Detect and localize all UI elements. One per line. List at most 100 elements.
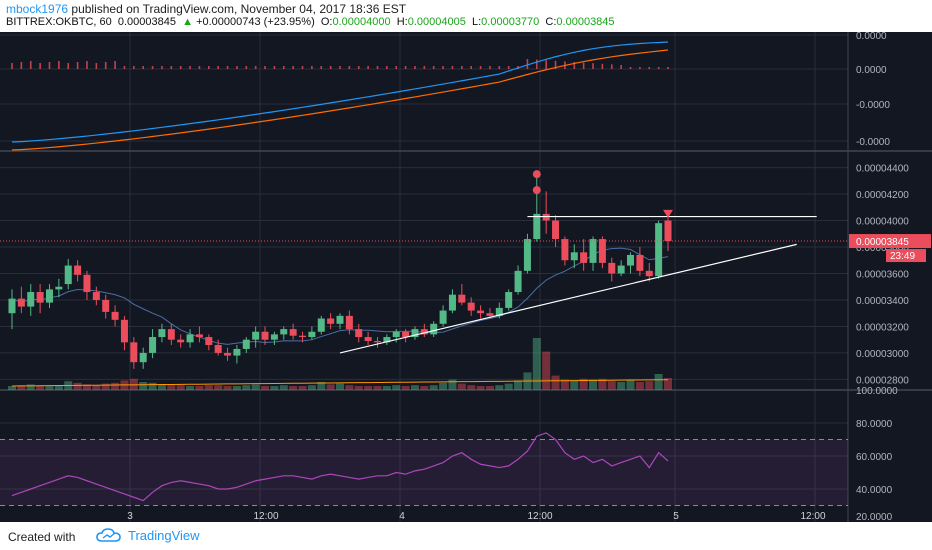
- candle-body: [448, 294, 456, 311]
- price-axis-label: 0.00004000: [856, 217, 909, 228]
- histogram-bar: [451, 66, 454, 69]
- candle-body: [280, 329, 288, 335]
- rsi-line: [11, 432, 669, 502]
- histogram-bar: [161, 66, 163, 69]
- volume-bar: [542, 351, 551, 390]
- histogram-bar: [554, 60, 557, 69]
- candle-body: [64, 265, 72, 285]
- sell-arrow-marker: [663, 209, 673, 218]
- candle-body: [355, 329, 363, 338]
- candle-body: [467, 302, 475, 311]
- histogram-bar: [489, 66, 491, 69]
- candle-body: [477, 310, 485, 314]
- signal-dot: [532, 170, 541, 179]
- candle-body: [645, 270, 653, 277]
- histogram-bar: [423, 66, 426, 69]
- histogram-bar: [526, 59, 529, 69]
- histogram-bar: [573, 62, 576, 69]
- histogram-bar: [536, 59, 538, 69]
- histogram-bar: [657, 67, 660, 69]
- candle-body: [8, 298, 16, 314]
- volume-bar: [26, 384, 35, 390]
- time-axis-label: 5: [673, 511, 679, 522]
- close-label: C:: [545, 16, 557, 28]
- candle-body: [289, 329, 297, 336]
- trading-chart[interactable]: 0.0000 0.0000 -0.0000 -0.0000 0.00004400 0.00…: [0, 32, 932, 522]
- volume-bar: [373, 386, 382, 390]
- volume-bar: [551, 375, 560, 390]
- candle-body: [233, 348, 241, 356]
- candle-body: [552, 220, 560, 240]
- rsi-axis-label: 20.0000: [856, 512, 893, 522]
- signal-line: [11, 49, 669, 151]
- volume-bar: [382, 386, 391, 390]
- candle-body: [392, 331, 400, 338]
- histogram-bar: [329, 66, 332, 69]
- candle-body: [598, 239, 606, 263]
- volume-bar: [485, 386, 494, 390]
- price-pane[interactable]: [0, 170, 848, 390]
- candle-body: [589, 239, 597, 263]
- author-link[interactable]: mbock1976: [6, 2, 69, 16]
- volume-bar: [626, 380, 635, 390]
- candle-body: [430, 323, 438, 335]
- candle-body: [308, 331, 316, 338]
- footer: Created with TradingView: [0, 522, 932, 550]
- candle-body: [120, 319, 128, 343]
- histogram-bar: [610, 64, 613, 69]
- candle-body: [439, 310, 447, 324]
- histogram-bar: [189, 66, 191, 69]
- candle-body: [130, 342, 138, 363]
- histogram-bar: [639, 67, 641, 69]
- histogram-bar: [601, 63, 604, 69]
- histogram-bar: [376, 66, 379, 69]
- candle-body: [420, 329, 428, 335]
- histogram-bar: [20, 62, 23, 69]
- candle-body: [514, 270, 522, 293]
- candle-body: [655, 223, 663, 277]
- candle-body: [102, 299, 110, 312]
- candle-body: [608, 262, 616, 274]
- open-value: 0.00004000: [332, 16, 391, 28]
- candle-body: [570, 252, 578, 261]
- rsi-axis-label: 40.0000: [856, 485, 893, 496]
- histogram-bar: [414, 66, 416, 69]
- histogram-bar: [123, 66, 126, 69]
- tradingview-brand[interactable]: TradingView: [96, 527, 200, 543]
- histogram-bar: [254, 66, 257, 69]
- last-price-tag: [849, 234, 931, 249]
- volume-bar: [45, 386, 54, 390]
- histogram-bar: [58, 61, 60, 69]
- volume-bar: [560, 379, 569, 390]
- volume-bar: [139, 382, 148, 390]
- volume-bar: [570, 380, 579, 390]
- volume-bar: [635, 382, 644, 390]
- histogram-bar: [48, 62, 51, 69]
- histogram-bar: [67, 63, 70, 69]
- candle-body: [167, 329, 175, 340]
- candle-body: [580, 252, 588, 263]
- candle-body: [205, 337, 213, 345]
- volume-bar: [111, 382, 120, 390]
- candle-body: [383, 337, 391, 343]
- price-axis-label: 0.00003400: [856, 296, 909, 307]
- histogram-bar: [264, 66, 266, 69]
- volume-bar: [148, 382, 157, 390]
- candle-body: [111, 311, 119, 320]
- published-text: published on TradingView.com, November 0…: [71, 2, 407, 16]
- volume-bar: [607, 381, 616, 390]
- last-price: 0.00003845: [117, 16, 176, 28]
- volume-bar: [214, 385, 223, 390]
- candle-body: [186, 334, 194, 343]
- histogram-bar: [301, 66, 304, 69]
- volume-bar: [270, 386, 279, 390]
- rsi-band: [0, 439, 848, 506]
- candle-body: [364, 337, 372, 342]
- volume-bar: [364, 386, 373, 390]
- countdown-tag: [886, 249, 926, 263]
- open-label: O:: [320, 16, 333, 28]
- candle-body: [373, 341, 381, 343]
- candle-body: [261, 331, 269, 340]
- histogram-bar: [395, 66, 398, 69]
- support-trendline: [339, 243, 797, 354]
